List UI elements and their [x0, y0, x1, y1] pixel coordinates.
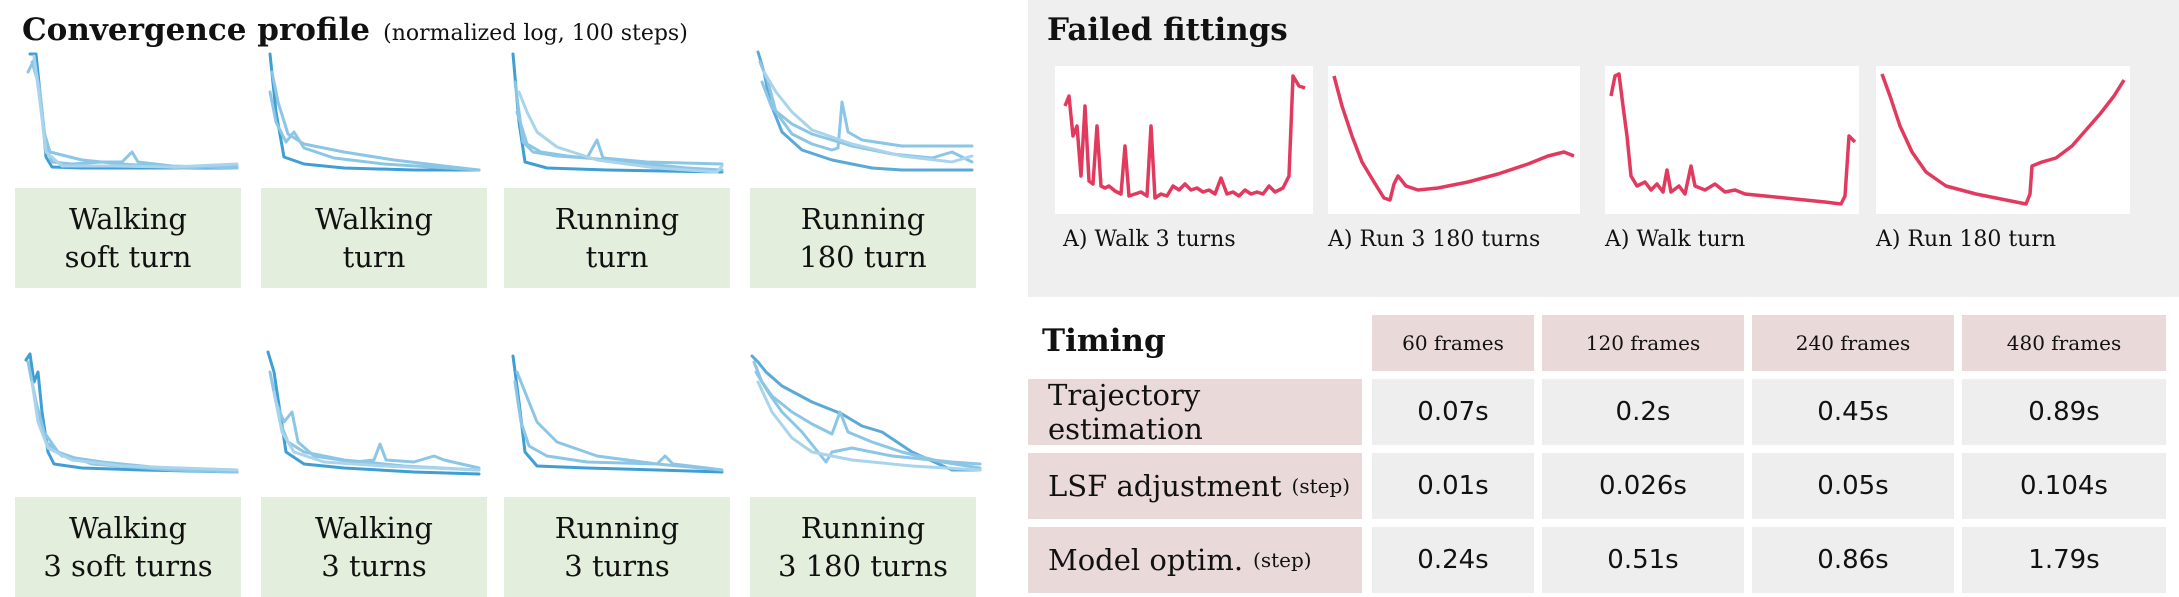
timing-cell: 0.24s — [1372, 527, 1534, 593]
timing-col-header-2: 120 frames — [1542, 315, 1744, 371]
convergence-label-4: Running 180 turn — [750, 188, 976, 288]
convergence-label-5: Walking 3 soft turns — [15, 497, 241, 597]
convergence-label-2: Walking turn — [261, 188, 487, 288]
convergence-plot-running-180-turn — [752, 50, 977, 182]
failed-fittings-title: Failed fittings — [1047, 12, 1288, 48]
convergence-plot-running-3-180-turns — [750, 352, 982, 482]
label-line2: 3 soft turns — [43, 549, 213, 583]
label-line1: Running — [800, 202, 926, 236]
timing-title: Timing — [1042, 323, 1166, 359]
label-line1: Running — [800, 511, 926, 545]
timing-row-label-lsf: LSF adjustment (step) — [1028, 453, 1362, 519]
failed-plot-walk-3-turns — [1055, 66, 1313, 214]
convergence-title-text: Convergence profile — [22, 12, 371, 48]
label-line1: Running — [554, 202, 680, 236]
row-label-text: LSF adjustment — [1048, 469, 1282, 503]
timing-col-header-3: 240 frames — [1752, 315, 1954, 371]
convergence-plot-walking-3-soft-turns — [22, 352, 242, 482]
label-line1: Walking — [315, 202, 433, 236]
timing-col-header-1: 60 frames — [1372, 315, 1534, 371]
plot-lines — [26, 52, 239, 170]
failed-plot-run-180-turn — [1876, 66, 2130, 214]
timing-cell: 0.05s — [1752, 453, 1954, 519]
timing-cell: 0.07s — [1372, 379, 1534, 445]
convergence-plot-running-3-turns — [507, 352, 727, 482]
label-line2: soft turn — [64, 240, 192, 274]
failed-caption-3: A) Walk turn — [1605, 227, 1746, 252]
label-line2: 3 turns — [321, 549, 427, 583]
label-line1: Walking — [69, 511, 187, 545]
failed-caption-1: A) Walk 3 turns — [1063, 227, 1236, 252]
row-label-suffix: (step) — [1253, 548, 1312, 572]
label-line2: 3 turns — [564, 549, 670, 583]
convergence-label-7: Running 3 turns — [504, 497, 730, 597]
row-label-text: Model optim. — [1048, 543, 1244, 577]
timing-cell: 0.104s — [1962, 453, 2166, 519]
timing-row-label-trajectory: Trajectory estimation — [1028, 378, 1362, 446]
convergence-plot-walking-soft-turn — [22, 52, 242, 182]
convergence-label-3: Running turn — [504, 188, 730, 288]
row-label-text: Trajectory estimation — [1048, 378, 1203, 446]
convergence-subtitle: (normalized log, 100 steps) — [383, 21, 688, 46]
convergence-label-1: Walking soft turn — [15, 188, 241, 288]
failed-plot-walk-turn — [1605, 66, 1859, 214]
timing-cell: 1.79s — [1962, 527, 2166, 593]
timing-cell: 0.89s — [1962, 379, 2166, 445]
label-line1: Walking — [315, 511, 433, 545]
convergence-label-6: Walking 3 turns — [261, 497, 487, 597]
timing-cell: 0.01s — [1372, 453, 1534, 519]
timing-row-label-model: Model optim. (step) — [1028, 527, 1362, 593]
convergence-plot-walking-3-turns — [264, 350, 484, 482]
timing-cell: 0.2s — [1542, 379, 1744, 445]
label-line2: turn — [585, 240, 649, 274]
failed-plot-run-3-180-turns — [1328, 66, 1580, 214]
label-line1: Running — [554, 511, 680, 545]
convergence-plot-running-turn — [507, 52, 727, 182]
row-label-suffix: (step) — [1291, 474, 1351, 498]
label-line2: turn — [342, 240, 406, 274]
timing-cell: 0.51s — [1542, 527, 1744, 593]
timing-cell: 0.86s — [1752, 527, 1954, 593]
failed-caption-2: A) Run 3 180 turns — [1328, 227, 1541, 252]
convergence-title: Convergence profile (normalized log, 100… — [22, 12, 688, 48]
failed-caption-4: A) Run 180 turn — [1876, 227, 2057, 252]
label-line1: Walking — [69, 202, 187, 236]
convergence-plot-walking-turn — [264, 52, 484, 182]
convergence-label-8: Running 3 180 turns — [750, 497, 976, 597]
label-line2: 180 turn — [799, 240, 927, 274]
label-line2: 3 180 turns — [778, 549, 948, 583]
timing-cell: 0.026s — [1542, 453, 1744, 519]
timing-col-header-4: 480 frames — [1962, 315, 2166, 371]
timing-cell: 0.45s — [1752, 379, 1954, 445]
